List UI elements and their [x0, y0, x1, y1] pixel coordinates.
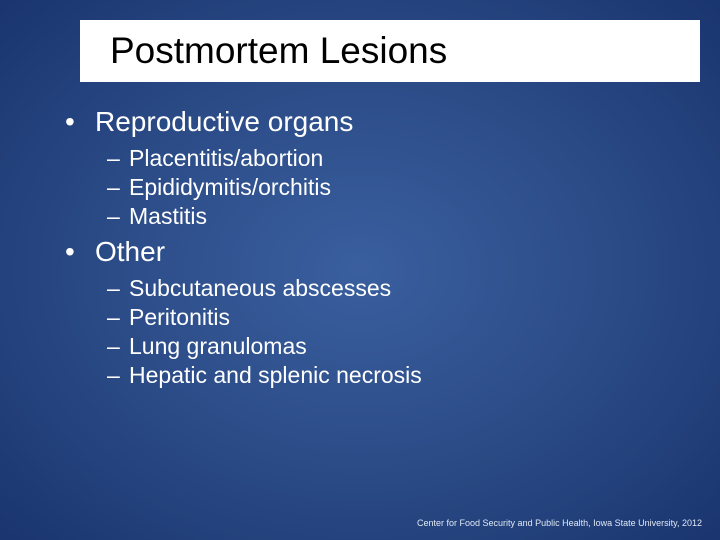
bullet-marker: •: [65, 236, 95, 268]
slide-title: Postmortem Lesions: [110, 30, 447, 72]
bullet-text: Peritonitis: [129, 304, 230, 330]
bullet-text: Other: [95, 236, 165, 267]
bullet-level2: –Mastitis: [107, 202, 680, 231]
bullet-level2: –Subcutaneous abscesses: [107, 274, 680, 303]
bullet-marker: –: [107, 361, 129, 390]
bullet-text: Epididymitis/orchitis: [129, 174, 331, 200]
bullet-text: Placentitis/abortion: [129, 145, 323, 171]
bullet-text: Hepatic and splenic necrosis: [129, 362, 422, 388]
bullet-level2: –Lung granulomas: [107, 332, 680, 361]
bullet-text: Mastitis: [129, 203, 207, 229]
bullet-level1: •Reproductive organs: [65, 106, 680, 138]
title-bar: Postmortem Lesions: [80, 20, 700, 82]
bullet-marker: –: [107, 274, 129, 303]
bullet-level1: •Other: [65, 236, 680, 268]
bullet-marker: –: [107, 332, 129, 361]
slide-footer: Center for Food Security and Public Heal…: [417, 518, 702, 528]
bullet-text: Subcutaneous abscesses: [129, 275, 391, 301]
bullet-marker: –: [107, 173, 129, 202]
bullet-level2: –Peritonitis: [107, 303, 680, 332]
slide-content: •Reproductive organs –Placentitis/aborti…: [65, 100, 680, 389]
bullet-marker: –: [107, 202, 129, 231]
bullet-text: Lung granulomas: [129, 333, 307, 359]
bullet-marker: –: [107, 144, 129, 173]
bullet-marker: –: [107, 303, 129, 332]
bullet-level2: –Hepatic and splenic necrosis: [107, 361, 680, 390]
bullet-marker: •: [65, 106, 95, 138]
bullet-text: Reproductive organs: [95, 106, 353, 137]
bullet-level2: –Epididymitis/orchitis: [107, 173, 680, 202]
bullet-level2: –Placentitis/abortion: [107, 144, 680, 173]
